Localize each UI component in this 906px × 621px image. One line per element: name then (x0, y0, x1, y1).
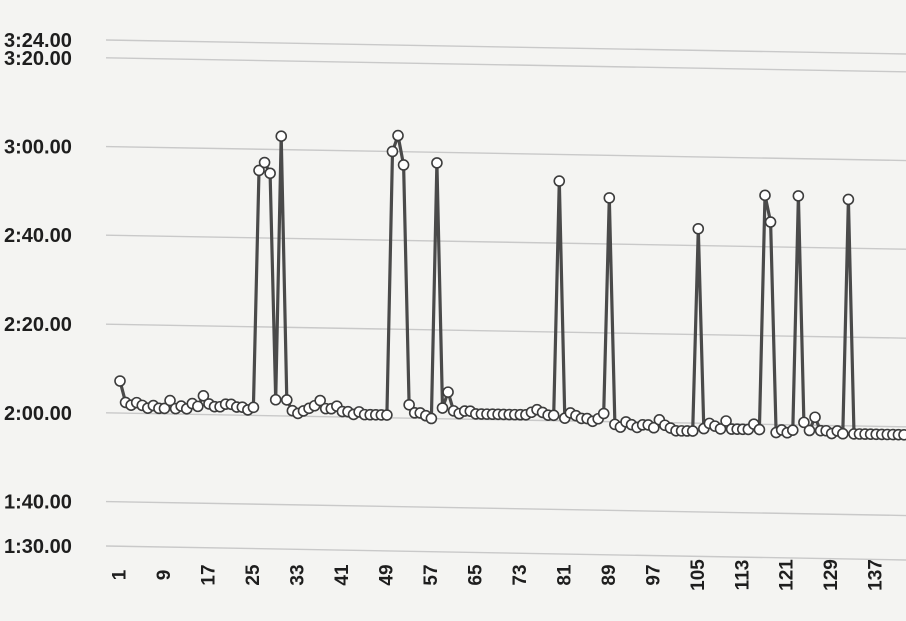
y-axis-ticks: 3:24.003:20.00 3:00.00 2:40.00 2:20.00 2:00.… (4, 30, 72, 558)
y-tick-label: 3:24.00 (4, 30, 72, 52)
data-point (386, 145, 399, 158)
data-point (798, 416, 810, 429)
y-tick-label: 1:30.00 (4, 536, 72, 558)
data-point (253, 164, 265, 177)
x-tick-label: 97 (643, 564, 664, 585)
data-point (753, 423, 766, 436)
data-point (714, 423, 727, 435)
y-tick-label: 2:20.00 (4, 314, 72, 336)
x-tick-label: 105 (688, 559, 709, 591)
y-tick-label: 2:40.00 (4, 225, 72, 247)
data-point (258, 156, 271, 169)
data-point (686, 425, 699, 437)
y-tick-label: 3:00.00 (4, 137, 72, 159)
data-point (547, 409, 560, 422)
data-point (403, 398, 415, 411)
gridline (105, 545, 906, 561)
y-tick-label: 3:20.00 (4, 48, 72, 70)
data-point (898, 428, 906, 441)
x-tick-label: 33 (287, 564, 308, 585)
data-point (786, 424, 799, 436)
x-tick-label: 49 (376, 564, 397, 585)
data-point (803, 424, 816, 437)
x-tick-label: 121 (777, 559, 798, 591)
data-point (442, 386, 454, 398)
data-point (397, 159, 410, 171)
data-point (381, 409, 393, 421)
x-tick-label: 73 (510, 564, 531, 585)
x-tick-label: 65 (465, 564, 486, 586)
data-point (431, 157, 443, 169)
data-point (192, 400, 204, 413)
x-axis-ticks: 1 9 17 25 33 41 49 57 65 73 81 89 97 105 113 121 129 137 (110, 559, 887, 591)
data-point (392, 129, 404, 142)
data-point (842, 193, 855, 206)
gridline (105, 412, 906, 428)
gridline (105, 500, 906, 517)
x-tick-label: 1 (110, 569, 131, 580)
y-tick-label: 2:00.00 (4, 403, 72, 425)
data-point (114, 375, 126, 387)
series-group (114, 129, 906, 441)
gridline (105, 39, 906, 55)
data-point (164, 394, 176, 407)
data-point (720, 415, 732, 427)
data-point (269, 393, 282, 406)
data-point (314, 394, 326, 407)
gridline (105, 57, 906, 73)
x-tick-label: 57 (421, 564, 442, 585)
data-point (247, 401, 260, 414)
x-tick-label: 89 (599, 564, 620, 585)
data-point (553, 175, 566, 187)
data-point (837, 427, 849, 440)
data-point (436, 402, 449, 414)
x-tick-label: 137 (866, 559, 887, 591)
x-tick-label: 129 (821, 559, 842, 591)
data-point (809, 411, 821, 424)
x-tick-label: 113 (732, 560, 753, 591)
data-point (603, 192, 616, 204)
data-point (792, 190, 805, 202)
data-point (264, 167, 276, 180)
data-point (158, 402, 171, 415)
data-point (425, 412, 438, 425)
data-point (281, 394, 293, 406)
x-tick-label: 25 (243, 564, 264, 586)
x-tick-label: 41 (332, 564, 353, 586)
x-tick-label: 17 (198, 564, 219, 585)
data-point (647, 421, 660, 434)
data-point (197, 390, 210, 402)
gridline (105, 145, 906, 162)
data-point (759, 189, 771, 202)
y-tick-label: 1:40.00 (4, 492, 72, 514)
data-point (764, 216, 777, 228)
data-point (597, 407, 610, 420)
gridline (105, 234, 906, 250)
gridlines (105, 39, 906, 561)
x-tick-label: 81 (554, 564, 575, 586)
gridline (105, 323, 906, 339)
series-line (118, 134, 905, 437)
x-tick-label: 9 (154, 570, 175, 581)
data-point (692, 222, 705, 235)
data-point (275, 130, 288, 142)
